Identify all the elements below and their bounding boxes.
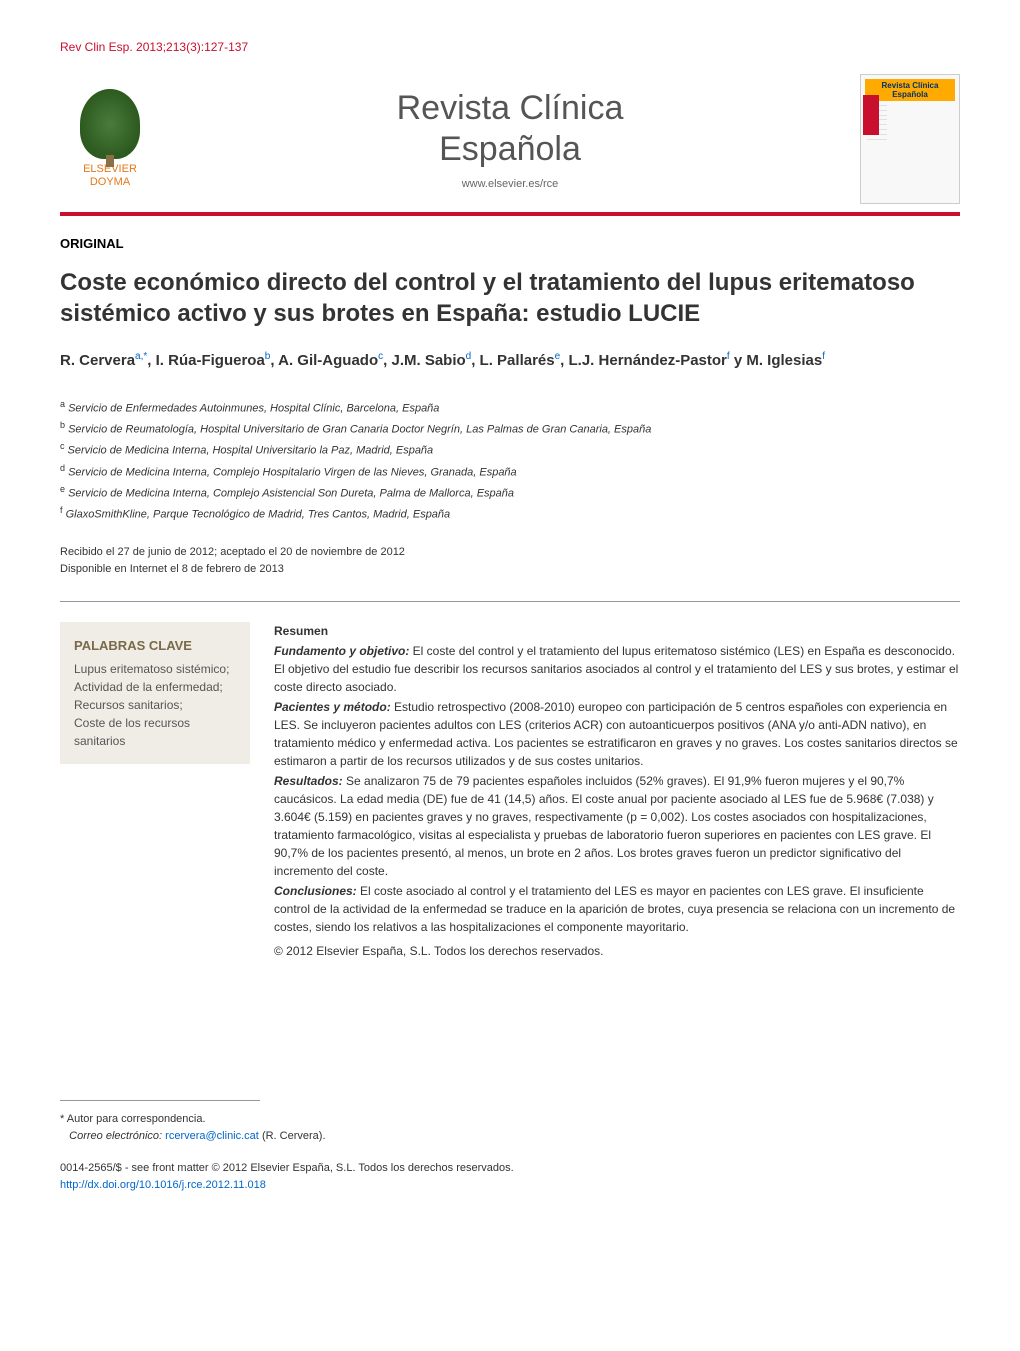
journal-title-line2: Española: [439, 130, 581, 168]
abstract-section: Resultados: Se analizaron 75 de 79 pacie…: [274, 772, 960, 880]
front-matter: 0014-2565/$ - see front matter © 2012 El…: [60, 1160, 960, 1193]
abstract-section: Fundamento y objetivo: El coste del cont…: [274, 642, 960, 696]
affiliation-item: a Servicio de Enfermedades Autoinmunes, …: [60, 397, 960, 418]
elsevier-tree-icon: [80, 89, 140, 159]
issn-line: 0014-2565/$ - see front matter © 2012 El…: [60, 1160, 960, 1177]
abstract-content: Resumen Fundamento y objetivo: El coste …: [274, 622, 960, 960]
affiliation-item: f GlaxoSmithKline, Parque Tecnológico de…: [60, 503, 960, 524]
abstract-section: Conclusiones: El coste asociado al contr…: [274, 882, 960, 936]
keywords-box: PALABRAS CLAVE Lupus eritematoso sistémi…: [60, 622, 250, 764]
article-dates: Recibido el 27 de junio de 2012; aceptad…: [60, 544, 960, 577]
abstract-section: Pacientes y método: Estudio retrospectiv…: [274, 698, 960, 770]
abstract-sections: Fundamento y objetivo: El coste del cont…: [274, 642, 960, 936]
journal-title-line1: Revista Clínica: [397, 89, 624, 127]
article-title: Coste económico directo del control y el…: [60, 267, 960, 329]
cover-spine: [863, 95, 879, 135]
publisher-logo: ELSEVIER DOYMA: [60, 89, 160, 189]
corr-label: Autor para correspondencia.: [67, 1113, 206, 1125]
abstract-block: PALABRAS CLAVE Lupus eritematoso sistémi…: [60, 601, 960, 960]
affiliations-list: a Servicio de Enfermedades Autoinmunes, …: [60, 397, 960, 525]
keywords-items: Lupus eritematoso sistémico;Actividad de…: [74, 660, 236, 750]
author-list: R. Cerveraa,*, I. Rúa-Figueroab, A. Gil-…: [60, 349, 960, 373]
corr-email-label: Correo electrónico:: [69, 1130, 162, 1142]
keywords-title: PALABRAS CLAVE: [74, 636, 236, 656]
affiliation-item: e Servicio de Medicina Interna, Complejo…: [60, 482, 960, 503]
online-date: Disponible en Internet el 8 de febrero d…: [60, 561, 960, 578]
journal-cover-thumbnail: Revista Clínica Española ―――――――――――――――…: [860, 74, 960, 204]
citation-line: Rev Clin Esp. 2013;213(3):127-137: [60, 40, 960, 54]
corr-author-name: (R. Cervera).: [262, 1130, 326, 1142]
journal-header: ELSEVIER DOYMA Revista Clínica Española …: [60, 74, 960, 204]
journal-title: Revista Clínica Española: [160, 88, 860, 170]
affiliation-item: c Servicio de Medicina Interna, Hospital…: [60, 439, 960, 460]
affiliation-item: d Servicio de Medicina Interna, Complejo…: [60, 461, 960, 482]
publisher-line2: DOYMA: [90, 176, 130, 188]
corr-marker: *: [60, 1113, 64, 1125]
article-type: ORIGINAL: [60, 236, 960, 251]
received-accepted-date: Recibido el 27 de junio de 2012; aceptad…: [60, 544, 960, 561]
corr-email[interactable]: rcervera@clinic.cat: [165, 1130, 259, 1142]
abstract-heading: Resumen: [274, 622, 960, 640]
affiliation-item: b Servicio de Reumatología, Hospital Uni…: [60, 418, 960, 439]
footer-divider: [60, 1100, 260, 1101]
corresponding-author: * Autor para correspondencia. Correo ele…: [60, 1111, 960, 1144]
journal-url[interactable]: www.elsevier.es/rce: [160, 178, 860, 190]
header-divider: [60, 212, 960, 216]
abstract-copyright: © 2012 Elsevier España, S.L. Todos los d…: [274, 942, 960, 960]
doi-link[interactable]: http://dx.doi.org/10.1016/j.rce.2012.11.…: [60, 1177, 960, 1194]
journal-title-block: Revista Clínica Española www.elsevier.es…: [160, 88, 860, 190]
